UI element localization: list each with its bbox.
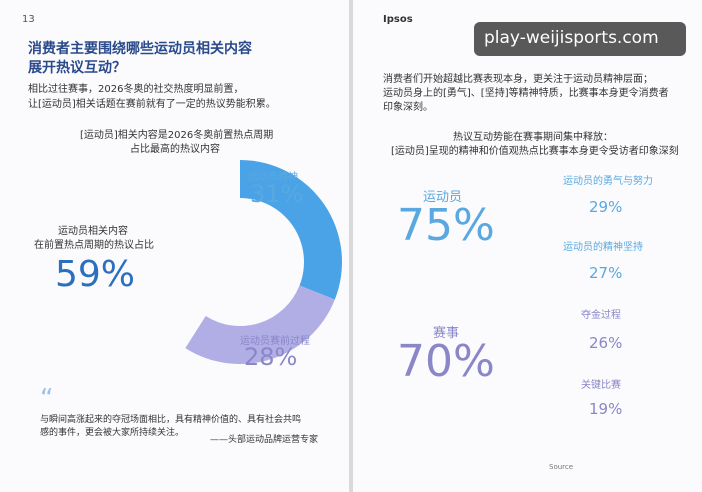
group-label: 赛事 [433, 326, 460, 341]
item-label: 运动员的勇气与努力 [563, 176, 653, 187]
source: Source [549, 463, 574, 471]
item-label: 运动员的精神坚持 [563, 242, 643, 253]
watermark-box: play-weijisports.com [474, 22, 686, 56]
chart-title: [运动员]呈现的精神和价值观热点比赛事本身更令受访者印象深刻 [391, 146, 679, 157]
segment-label: 运动员精神 [248, 172, 298, 183]
total-caption: 在前置热点周期的热议占比 [34, 240, 154, 251]
watermark: play-weijisports.com [484, 28, 659, 48]
total-label: 59% [55, 254, 136, 295]
left-page: 13 消费者主要围绕哪些运动员相关内容 展开热议互动？ 相比过往赛事，2026冬… [0, 0, 349, 492]
title: 消费者主要围绕哪些运动员相关内容 [28, 41, 252, 57]
item-value: 19% [589, 400, 623, 418]
group-value: 70% [397, 336, 495, 387]
intro: 印象深刻。 [383, 102, 433, 113]
quote-source: ——头部运动品牌运营专家 [210, 435, 319, 445]
chart-title: [运动员]相关内容是2026冬奥前置热点周期 [80, 130, 274, 141]
chart-title: 占比最高的热议内容 [130, 144, 220, 155]
chart-title: 热议互动势能在赛事期间集中释放： [453, 132, 613, 143]
segment-value: 31% [250, 180, 304, 208]
logo: Ipsos [383, 14, 413, 25]
intro: 运动员身上的[勇气]、[坚持]等精神特质，比赛事本身更令消费者 [383, 88, 669, 99]
intro: 消费者们开始超越比赛表现本身，更关注于运动员精神层面； [383, 74, 653, 85]
donut-chart [185, 160, 342, 364]
item-value: 29% [589, 198, 623, 216]
segment-label: 运动员赛前过程 [240, 336, 310, 347]
quote: 与瞬间高涨起来的夺冠场面相比，具有精神价值的、具有社会共鸣 [40, 415, 302, 425]
donut-segment [240, 160, 342, 300]
quote: 感的事件，更会被大家所持续关注。 [40, 428, 185, 438]
intro: 相比过往赛事，2026冬奥的社交热度明显前置， [28, 84, 244, 95]
quote-mark: “ [40, 384, 54, 414]
donut-segment [185, 285, 335, 364]
segment-value: 28% [244, 343, 298, 371]
page-number: 13 [22, 14, 35, 25]
right-page: Ipsos 消费者们开始超越比赛表现本身，更关注于运动员精神层面； 运动员身上的… [353, 0, 702, 492]
group-label: 运动员 [423, 190, 463, 205]
item-label: 夺金过程 [581, 310, 621, 321]
title: 展开热议互动？ [28, 60, 126, 76]
intro: 让[运动员]相关话题在赛前就有了一定的热议势能积累。 [28, 99, 276, 110]
total-caption: 运动员相关内容 [58, 226, 128, 237]
item-value: 26% [589, 334, 623, 352]
item-value: 27% [589, 264, 623, 282]
group-value: 75% [397, 200, 495, 251]
item-label: 关键比赛 [581, 380, 621, 391]
